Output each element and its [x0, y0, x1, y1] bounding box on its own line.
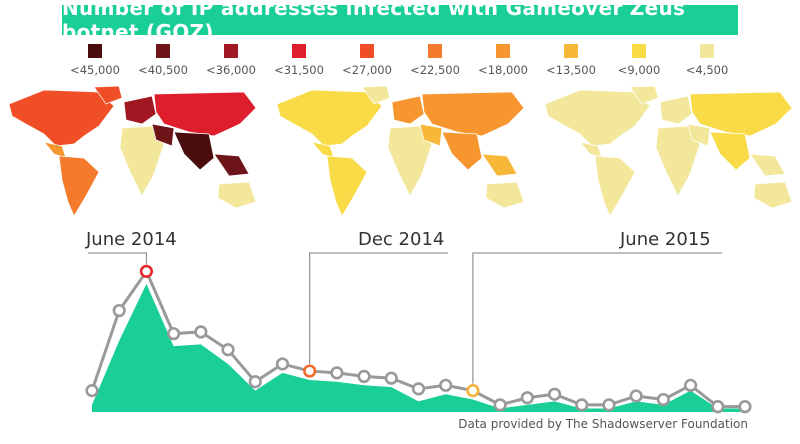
legend-swatch: [156, 44, 170, 58]
area-series: [92, 283, 745, 412]
data-point: [547, 387, 562, 401]
south-america: [58, 155, 100, 217]
legend-item: <18,000: [468, 44, 538, 77]
southeast-asia: [213, 153, 250, 177]
legend-label: <9,000: [617, 63, 661, 77]
data-point: [411, 382, 426, 396]
legend-swatch: [496, 44, 510, 58]
annotation-dec-2014: Dec 2014: [358, 229, 445, 250]
data-point: [575, 398, 589, 412]
data-point: [711, 400, 725, 414]
legend-swatch: [632, 44, 646, 58]
annotation-connectors: [88, 252, 722, 384]
data-point: [683, 378, 698, 392]
legend-label: <4,500: [685, 63, 729, 77]
data-point: [248, 375, 262, 389]
legend-swatch: [88, 44, 102, 58]
australia: [753, 181, 793, 209]
data-point: [439, 378, 453, 392]
europe: [391, 95, 425, 125]
data-point: [112, 303, 126, 318]
middle-east: [151, 123, 175, 147]
north-america: [276, 89, 383, 147]
legend-item: <45,000: [60, 44, 130, 77]
legend-item: <4,500: [672, 44, 742, 77]
data-markers: [85, 264, 752, 414]
south-asia: [173, 131, 215, 171]
middle-east: [687, 123, 711, 147]
legend-label: <31,500: [274, 63, 324, 77]
data-point: [629, 389, 643, 403]
data-point: [357, 369, 371, 384]
legend-swatch: [428, 44, 442, 58]
data-point: [602, 398, 616, 412]
legend-swatch: [564, 44, 578, 58]
south-asia: [709, 131, 751, 171]
highlight-point: [139, 264, 154, 278]
data-point: [520, 391, 534, 405]
legend-label: <18,000: [478, 63, 528, 77]
annotation-june-2014: June 2014: [86, 229, 177, 250]
legend-label: <27,000: [342, 63, 392, 77]
legend-swatch: [292, 44, 306, 58]
legend-swatch: [224, 44, 238, 58]
data-credit: Data provided by The Shadowserver Founda…: [458, 417, 748, 431]
data-point: [167, 327, 181, 341]
legend-label: <13,500: [546, 63, 596, 77]
legend-item: <22,500: [400, 44, 470, 77]
legend-label: <40,500: [138, 63, 188, 77]
highlight-point: [466, 384, 480, 398]
legend-swatch: [700, 44, 714, 58]
europe: [659, 95, 693, 125]
legend-label: <45,000: [70, 63, 120, 77]
data-point: [275, 357, 290, 371]
southeast-asia: [749, 153, 786, 177]
data-point: [384, 371, 398, 385]
south-asia: [441, 131, 483, 171]
north-america: [8, 89, 115, 147]
south-america: [594, 155, 636, 217]
chart-title-bar: Number of IP addresses infected with Gam…: [62, 0, 738, 44]
highlight-point: [303, 364, 317, 378]
greenland: [629, 85, 659, 105]
legend-label: <36,000: [206, 63, 256, 77]
middle-east: [419, 123, 443, 147]
annotation-june-2015: June 2015: [620, 229, 711, 250]
greenland: [361, 85, 391, 105]
data-point: [194, 325, 208, 339]
australia: [217, 181, 257, 209]
legend-item: <40,500: [128, 44, 198, 77]
russia-asia: [689, 91, 793, 137]
data-point: [656, 392, 670, 407]
color-legend: <45,000 <40,500 <36,000 <31,500 <27,000 …: [60, 44, 740, 78]
legend-item: <27,000: [332, 44, 402, 77]
north-america: [544, 89, 651, 147]
legend-label: <22,500: [410, 63, 460, 77]
chart-title: Number of IP addresses infected with Gam…: [62, 0, 686, 44]
data-point: [738, 400, 752, 414]
australia: [485, 181, 525, 209]
legend-item: <31,500: [264, 44, 334, 77]
world-map-june-2015: [540, 84, 798, 219]
europe: [123, 95, 157, 125]
russia-asia: [421, 91, 525, 137]
russia-asia: [153, 91, 257, 137]
southeast-asia: [481, 153, 518, 177]
data-point: [330, 366, 344, 380]
data-point: [493, 398, 507, 412]
legend-swatch: [360, 44, 374, 58]
greenland: [93, 85, 123, 105]
legend-item: <13,500: [536, 44, 606, 77]
world-map-dec-2014: [272, 84, 530, 219]
world-map-june-2014: [4, 84, 262, 219]
data-point: [221, 343, 235, 357]
data-point: [85, 384, 99, 398]
legend-item: <36,000: [196, 44, 266, 77]
legend-item: <9,000: [604, 44, 674, 77]
south-america: [326, 155, 368, 217]
